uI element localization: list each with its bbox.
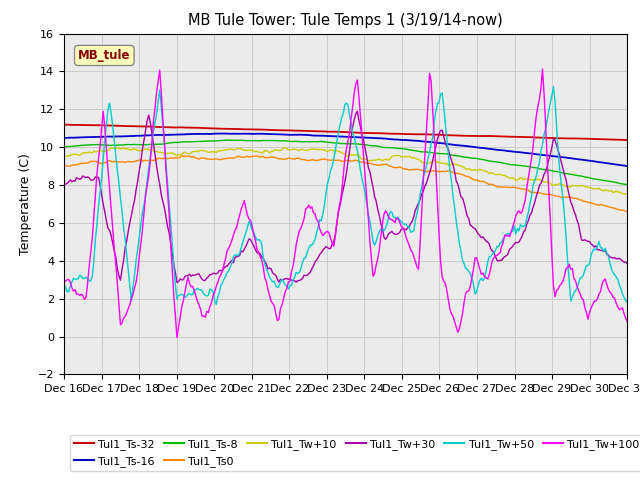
Text: MB_tule: MB_tule	[78, 49, 131, 62]
Legend: Tul1_Ts-32, Tul1_Ts-16, Tul1_Ts-8, Tul1_Ts0, Tul1_Tw+10, Tul1_Tw+30, Tul1_Tw+50,: Tul1_Ts-32, Tul1_Ts-16, Tul1_Ts-8, Tul1_…	[70, 435, 640, 471]
Y-axis label: Temperature (C): Temperature (C)	[19, 153, 32, 255]
Title: MB Tule Tower: Tule Temps 1 (3/19/14-now): MB Tule Tower: Tule Temps 1 (3/19/14-now…	[188, 13, 503, 28]
